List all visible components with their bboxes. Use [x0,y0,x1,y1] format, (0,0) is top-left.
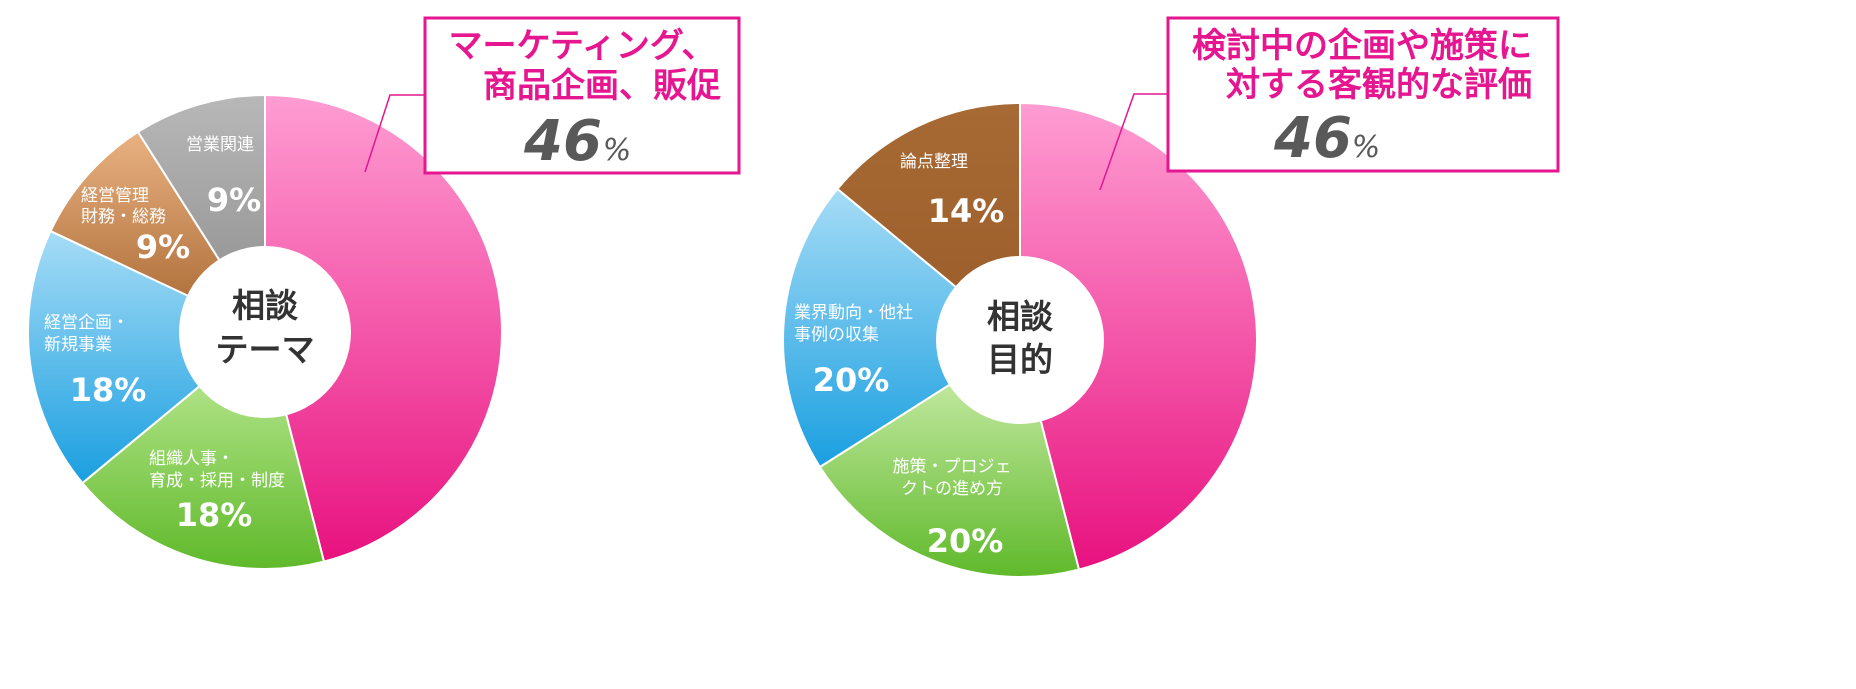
donut-center [179,246,351,418]
slice-value-label: 18% [70,371,147,409]
callout-frame [423,16,741,175]
callout-title: 検討中の企画や施策に [1192,26,1532,66]
callout-value: 46 [1273,106,1352,171]
slice-label: クトの進め方 [901,479,1003,499]
slice-value-label: 14% [928,192,1005,230]
slice-value-label: 20% [927,522,1004,560]
slice-label: 新規事業 [44,335,112,355]
center-label: 相談 [232,286,299,325]
callout-value: 46 [523,109,602,174]
slice-value-label: 9% [136,228,190,266]
slice-3 [782,187,1022,469]
donut-center [936,256,1104,424]
slice-label: 財務・総務 [81,207,166,227]
slice-value-label: 9% [207,181,261,219]
callout-unit: % [603,133,632,168]
slice-label: 経営企画・ [44,313,129,333]
center-label: テーマ [216,330,315,369]
callout-leader-line [364,94,425,173]
center-label: 相談 [987,297,1054,336]
slice-value-label: 20% [813,361,890,399]
slice-label: 営業関連 [186,135,254,155]
callout-title: 対する客観的な評価 [1226,65,1532,105]
slice-label: 施策・プロジェ [893,457,1012,477]
slice-label: 論点整理 [900,152,968,172]
slice-1 [264,93,503,563]
callout-leader-line [1099,93,1168,191]
slice-label: 組織人事・ [149,449,234,469]
callout-frame [1166,16,1560,173]
slice-label: 育成・採用・制度 [149,471,285,491]
callout-unit: % [1352,130,1381,165]
callout-title: マーケティング、 [449,26,716,66]
slice-1 [1019,101,1258,571]
slice-value-label: 18% [176,496,253,534]
slice-label: 事例の収集 [794,325,879,345]
slice-3 [27,229,267,485]
slice-label: 経営管理 [81,186,149,206]
callout-title: 商品企画、販促 [483,66,721,106]
center-label: 目的 [987,340,1053,379]
slice-label: 業界動向・他社 [794,303,913,323]
